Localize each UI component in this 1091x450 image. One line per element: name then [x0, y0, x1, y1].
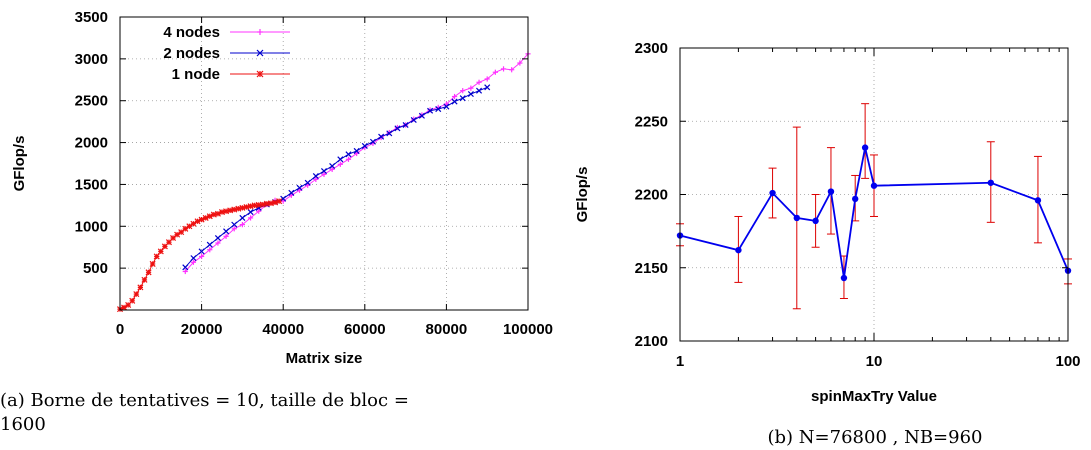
y-tick-label: 500	[83, 260, 108, 277]
data-point	[988, 180, 994, 186]
y-axis-label: GFlop/s	[11, 136, 28, 192]
data-point-2	[142, 277, 147, 282]
legend: 4 nodes 2 nodes 1 node	[163, 24, 290, 83]
y-tick-label: 3000	[75, 51, 108, 68]
data-point	[841, 275, 847, 281]
data-point-1	[248, 209, 253, 214]
x-axis-label: spinMaxTry Value	[811, 388, 937, 405]
x-tick-label: 60000	[344, 321, 386, 338]
data-point	[852, 196, 858, 202]
x-tick-label: 100000	[503, 321, 553, 338]
data-point-0	[338, 162, 343, 167]
caption-a: 1600	[0, 414, 46, 435]
legend-marker	[257, 29, 263, 35]
caption-b: (b) N=76800 , NB=960	[768, 427, 983, 448]
data-point	[812, 218, 818, 224]
chart-panel-a: 0 20000 40000 60000 80000 100000 500 1000 1500 20…	[0, 9, 553, 435]
data-point-1	[485, 85, 490, 90]
data-point-1	[215, 235, 220, 240]
data-point-1	[476, 88, 481, 93]
data-point-1	[240, 215, 245, 220]
data-point-2	[154, 254, 159, 259]
y-tick-label: 1500	[75, 176, 108, 193]
data-point	[794, 215, 800, 221]
data-point	[862, 144, 868, 150]
x-tick-label: 20000	[181, 321, 223, 338]
error-bar	[861, 104, 869, 179]
data-point-1	[338, 157, 343, 162]
x-tick-label: 80000	[426, 321, 468, 338]
y-axis-label: GFlop/s	[574, 167, 591, 223]
data-point	[1035, 197, 1041, 203]
data-point-2	[158, 249, 163, 254]
y-tick-label: 2000	[75, 135, 108, 152]
data-point-1	[207, 242, 212, 247]
y-tick-label: 1000	[75, 218, 108, 235]
chart-panel-b: 1 10 100 2100 2150 2200 2250 2300 spinMaxTry Val…	[574, 40, 1081, 448]
y-tick-label: 2500	[75, 93, 108, 110]
data-point-1	[223, 229, 228, 234]
x-tick-label: 1	[676, 353, 684, 370]
x-tick-label: 40000	[262, 321, 304, 338]
y-tick-label: 2200	[635, 187, 668, 204]
data-point-2	[277, 199, 282, 204]
data-point-2	[130, 298, 135, 303]
data-point-2	[138, 285, 143, 290]
legend-label: 2 nodes	[163, 45, 220, 62]
series-line-1	[185, 87, 487, 267]
data-point	[871, 183, 877, 189]
series-line-0	[185, 54, 528, 272]
data-point-2	[146, 270, 151, 275]
data-point	[828, 188, 834, 194]
y-tick-label: 2100	[635, 333, 668, 350]
legend-label: 4 nodes	[163, 24, 220, 41]
data-point	[769, 190, 775, 196]
legend-label: 1 node	[172, 66, 220, 83]
x-tick-label: 100	[1055, 353, 1080, 370]
data-point-2	[150, 261, 155, 266]
data-point-1	[468, 91, 473, 96]
data-point	[735, 247, 741, 253]
x-axis-label: Matrix size	[286, 350, 363, 367]
data-point-1	[346, 152, 351, 157]
data-point-2	[134, 291, 139, 296]
x-tick-label: 10	[866, 353, 883, 370]
y-tick-label: 2150	[635, 260, 668, 277]
data-point-1	[452, 99, 457, 104]
x-tick-label: 0	[116, 321, 124, 338]
data-point-1	[460, 96, 465, 101]
y-tick-label: 2300	[635, 40, 668, 57]
y-tick-label: 3500	[75, 9, 108, 26]
y-tick-label: 2250	[635, 113, 668, 130]
legend-marker	[257, 71, 263, 77]
data-point-0	[501, 66, 506, 71]
caption-a: (a) Borne de tentatives = 10, taille de …	[0, 390, 409, 411]
